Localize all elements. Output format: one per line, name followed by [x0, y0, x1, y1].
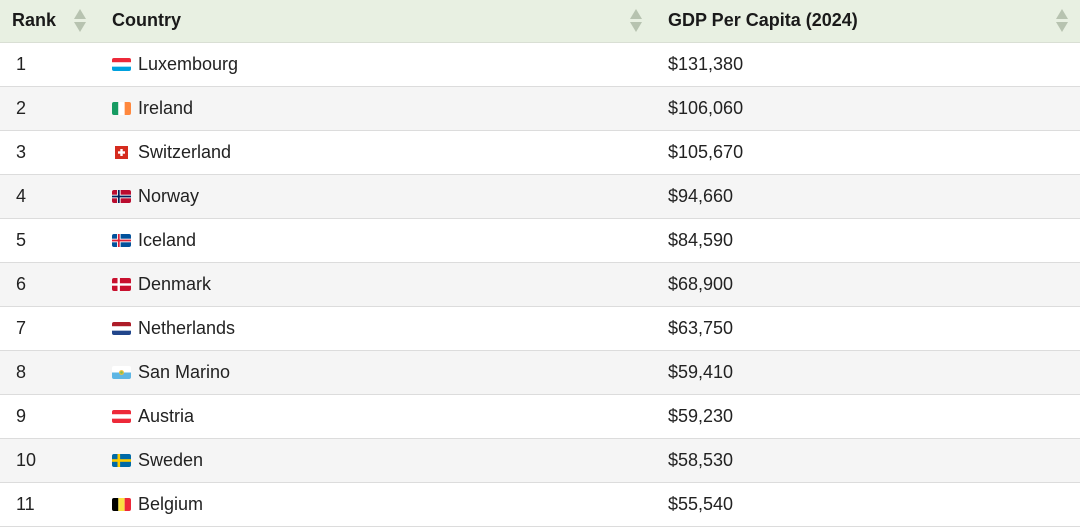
column-header-label: GDP Per Capita (2024) [668, 10, 858, 31]
country-name: Belgium [138, 493, 204, 514]
rank-cell: 5 [16, 229, 27, 250]
country-cell: Sweden [100, 438, 656, 482]
table-row: 3 Switzerland $105,670 [0, 130, 1080, 174]
rank-cell: 2 [16, 97, 27, 118]
netherlands-flag-icon [112, 321, 131, 335]
austria-flag-icon [112, 409, 131, 423]
switzerland-flag-icon [112, 145, 131, 159]
luxembourg-flag-icon [112, 57, 131, 71]
table-row: 1 Luxembourg $131,380 [0, 42, 1080, 86]
table-row: 5 Iceland $84,590 [0, 218, 1080, 262]
rank-cell: 10 [16, 449, 37, 470]
gdp-cell: $58,530 [668, 449, 734, 470]
rank-cell: 8 [16, 361, 27, 382]
column-header-rank[interactable]: Rank [0, 0, 100, 43]
country-name: Sweden [138, 449, 204, 470]
rank-cell: 1 [16, 53, 27, 74]
table-row: 8 San Marino $59,410 [0, 350, 1080, 394]
table-row: 7 Netherlands $63,750 [0, 306, 1080, 350]
gdp-cell: $55,540 [668, 493, 734, 514]
country-cell: Luxembourg [100, 42, 656, 86]
gdp-cell: $106,060 [668, 97, 744, 118]
country-cell: Austria [100, 394, 656, 438]
country-cell: Denmark [100, 262, 656, 306]
country-cell: Switzerland [100, 130, 656, 174]
sort-arrows-icon[interactable] [630, 9, 642, 33]
column-header-country[interactable]: Country [100, 0, 656, 43]
country-name: Switzerland [138, 141, 232, 162]
country-name: Denmark [138, 273, 212, 294]
country-name: Ireland [138, 97, 194, 118]
gdp-cell: $105,670 [668, 141, 744, 162]
country-name: Iceland [138, 229, 197, 250]
country-cell: San Marino [100, 350, 656, 394]
country-cell: Ireland [100, 86, 656, 130]
country-cell: Belgium [100, 482, 656, 526]
country-name: Norway [138, 185, 200, 206]
country-cell: Iceland [100, 218, 656, 262]
table-row: 6 Denmark $68,900 [0, 262, 1080, 306]
sweden-flag-icon [112, 453, 131, 467]
country-cell: Netherlands [100, 306, 656, 350]
denmark-flag-icon [112, 277, 131, 291]
gdp-cell: $94,660 [668, 185, 734, 206]
sort-arrows-icon[interactable] [1056, 9, 1068, 33]
column-header-label: Rank [12, 10, 57, 31]
san-marino-flag-icon [112, 365, 131, 379]
gdp-cell: $63,750 [668, 317, 734, 338]
table-row: 9 Austria $59,230 [0, 394, 1080, 438]
iceland-flag-icon [112, 233, 131, 247]
table-row: 11 Belgium $55,540 [0, 482, 1080, 526]
table-body: 1 Luxembourg $131,380 2 Ireland $106,060 3 Swit… [0, 42, 1080, 526]
rank-cell: 6 [16, 273, 27, 294]
table-row: 10 Sweden $58,530 [0, 438, 1080, 482]
gdp-cell: $68,900 [668, 273, 734, 294]
rank-cell: 3 [16, 141, 27, 162]
column-header-gdp[interactable]: GDP Per Capita (2024) [656, 0, 1080, 43]
country-name: San Marino [138, 361, 231, 382]
rank-cell: 9 [16, 405, 27, 426]
table-header: Rank Country GDP Per Capita (2024) [0, 0, 1080, 43]
gdp-cell: $59,410 [668, 361, 734, 382]
country-cell: Norway [100, 174, 656, 218]
rank-cell: 4 [16, 185, 27, 206]
gdp-cell: $131,380 [668, 53, 744, 74]
country-name: Austria [138, 405, 195, 426]
rank-cell: 7 [16, 317, 27, 338]
country-name: Netherlands [138, 317, 236, 338]
gdp-cell: $84,590 [668, 229, 734, 250]
ireland-flag-icon [112, 101, 131, 115]
column-header-label: Country [112, 10, 181, 31]
sort-arrows-icon[interactable] [74, 9, 86, 33]
table-row: 2 Ireland $106,060 [0, 86, 1080, 130]
belgium-flag-icon [112, 497, 131, 511]
table-row: 4 Norway $94,660 [0, 174, 1080, 218]
gdp-cell: $59,230 [668, 405, 734, 426]
norway-flag-icon [112, 189, 131, 203]
rank-cell: 11 [16, 493, 35, 514]
country-name: Luxembourg [138, 53, 239, 74]
